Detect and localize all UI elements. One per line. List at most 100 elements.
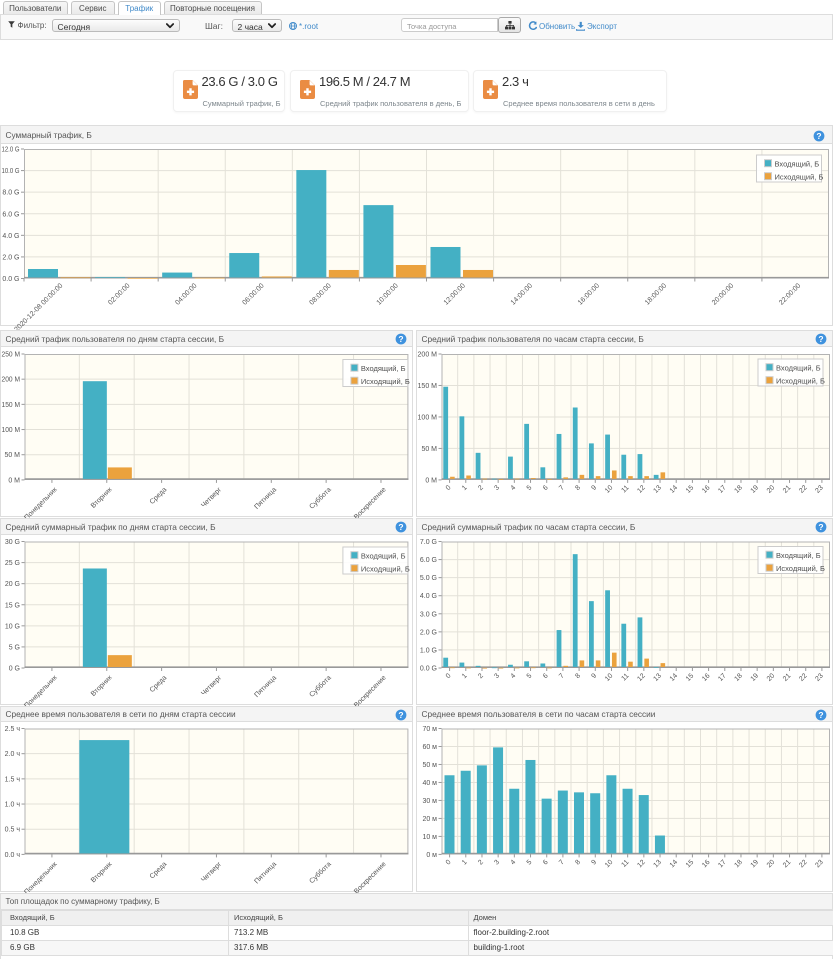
svg-text:23: 23	[814, 672, 825, 683]
svg-text:9: 9	[590, 672, 598, 680]
svg-text:14: 14	[669, 484, 680, 495]
svg-text:13: 13	[652, 859, 663, 870]
svg-text:Четверг: Четверг	[200, 674, 223, 697]
svg-text:04:00:00: 04:00:00	[174, 282, 198, 306]
svg-text:19: 19	[750, 859, 761, 870]
svg-text:9: 9	[590, 484, 598, 492]
svg-text:Четверг: Четверг	[200, 861, 223, 884]
svg-text:?: ?	[398, 334, 403, 344]
svg-text:?: ?	[816, 131, 821, 141]
svg-text:20:00:00: 20:00:00	[711, 282, 735, 306]
svg-text:Воскресение: Воскресение	[353, 674, 388, 709]
svg-text:06:00:00: 06:00:00	[241, 282, 265, 306]
svg-text:15: 15	[685, 859, 696, 870]
svg-text:16: 16	[701, 484, 712, 495]
svg-text:70 м: 70 м	[422, 726, 437, 733]
svg-text:Пятница: Пятница	[253, 674, 278, 699]
svg-text:20: 20	[766, 484, 777, 495]
svg-text:25 G: 25 G	[5, 560, 20, 567]
svg-text:2: 2	[477, 484, 485, 492]
svg-text:30 G: 30 G	[5, 539, 20, 546]
svg-text:12: 12	[636, 484, 647, 495]
svg-text:2: 2	[477, 859, 485, 867]
svg-text:13: 13	[652, 672, 663, 683]
svg-text:3.0 G: 3.0 G	[420, 611, 437, 618]
svg-text:10 G: 10 G	[5, 623, 20, 630]
svg-text:1: 1	[461, 484, 469, 492]
svg-text:Вторник: Вторник	[90, 485, 114, 509]
svg-text:?: ?	[818, 334, 823, 344]
svg-text:Среда: Среда	[149, 674, 169, 694]
svg-text:0: 0	[445, 484, 453, 492]
svg-text:40 м: 40 м	[422, 780, 437, 787]
svg-text:Пятница: Пятница	[253, 486, 278, 511]
svg-text:Среда: Среда	[149, 486, 169, 506]
svg-text:Вторник: Вторник	[90, 860, 114, 884]
svg-text:11: 11	[620, 484, 630, 494]
svg-text:22:00:00: 22:00:00	[778, 282, 802, 306]
svg-text:Суббота: Суббота	[308, 860, 333, 885]
svg-text:150 M: 150 M	[2, 401, 21, 408]
svg-text:?: ?	[818, 710, 823, 720]
svg-text:16: 16	[701, 672, 712, 683]
svg-text:02:00:00: 02:00:00	[107, 282, 131, 306]
svg-text:6: 6	[542, 672, 550, 680]
svg-text:10.0 G: 10.0 G	[2, 168, 20, 175]
svg-text:13: 13	[652, 484, 663, 495]
svg-text:5: 5	[526, 672, 534, 680]
svg-text:3: 3	[493, 672, 501, 680]
svg-text:2: 2	[477, 672, 485, 680]
svg-text:3: 3	[493, 484, 501, 492]
svg-text:1: 1	[461, 859, 469, 867]
svg-text:08:00:00: 08:00:00	[309, 282, 333, 306]
svg-text:2.0 G: 2.0 G	[2, 254, 19, 261]
svg-text:1: 1	[461, 672, 469, 680]
svg-text:?: ?	[398, 710, 403, 720]
svg-text:Исходящий, Б: Исходящий, Б	[361, 564, 410, 573]
svg-text:17: 17	[717, 672, 728, 683]
svg-text:22: 22	[798, 672, 809, 683]
svg-text:21: 21	[782, 672, 793, 683]
svg-text:10: 10	[604, 859, 615, 870]
svg-text:Вторник: Вторник	[90, 673, 114, 697]
svg-text:0: 0	[445, 672, 453, 680]
svg-text:6: 6	[542, 859, 550, 867]
svg-text:4: 4	[510, 859, 518, 867]
svg-text:Четверг: Четверг	[200, 486, 223, 509]
svg-text:0.0 G: 0.0 G	[420, 665, 437, 672]
svg-text:4: 4	[510, 672, 518, 680]
svg-text:0 M: 0 M	[8, 477, 20, 484]
svg-text:100 M: 100 M	[418, 414, 438, 421]
svg-text:Среда: Среда	[149, 861, 169, 881]
svg-text:250 M: 250 M	[2, 351, 21, 358]
svg-text:1.0 G: 1.0 G	[420, 647, 437, 654]
svg-text:0.0 ч: 0.0 ч	[5, 852, 21, 859]
svg-text:Воскресение: Воскресение	[353, 486, 388, 521]
svg-text:18: 18	[733, 859, 744, 870]
svg-text:7: 7	[558, 484, 566, 492]
svg-text:20: 20	[766, 672, 777, 683]
svg-text:14: 14	[669, 859, 680, 870]
svg-text:Исходящий, Б: Исходящий, Б	[775, 172, 824, 181]
svg-text:?: ?	[818, 522, 823, 532]
svg-text:10: 10	[604, 484, 615, 495]
svg-text:5 G: 5 G	[9, 644, 20, 651]
svg-text:8: 8	[574, 672, 582, 680]
svg-text:9: 9	[590, 859, 598, 867]
svg-text:22: 22	[798, 484, 809, 495]
svg-text:8: 8	[574, 484, 582, 492]
svg-text:1.5 ч: 1.5 ч	[5, 776, 21, 783]
svg-text:7: 7	[558, 859, 566, 867]
svg-text:200 M: 200 M	[2, 376, 21, 383]
svg-text:12: 12	[636, 859, 647, 870]
svg-text:10 м: 10 м	[422, 834, 437, 841]
svg-text:23: 23	[814, 484, 825, 495]
svg-text:18: 18	[733, 484, 744, 495]
svg-text:Входящий, Б: Входящий, Б	[776, 551, 821, 560]
svg-text:20 м: 20 м	[422, 816, 437, 823]
svg-text:16:00:00: 16:00:00	[577, 282, 601, 306]
svg-text:Суббота: Суббота	[308, 485, 333, 510]
svg-text:18: 18	[733, 672, 744, 683]
svg-text:Входящий, Б: Входящий, Б	[776, 363, 821, 372]
svg-text:60 м: 60 м	[422, 744, 437, 751]
